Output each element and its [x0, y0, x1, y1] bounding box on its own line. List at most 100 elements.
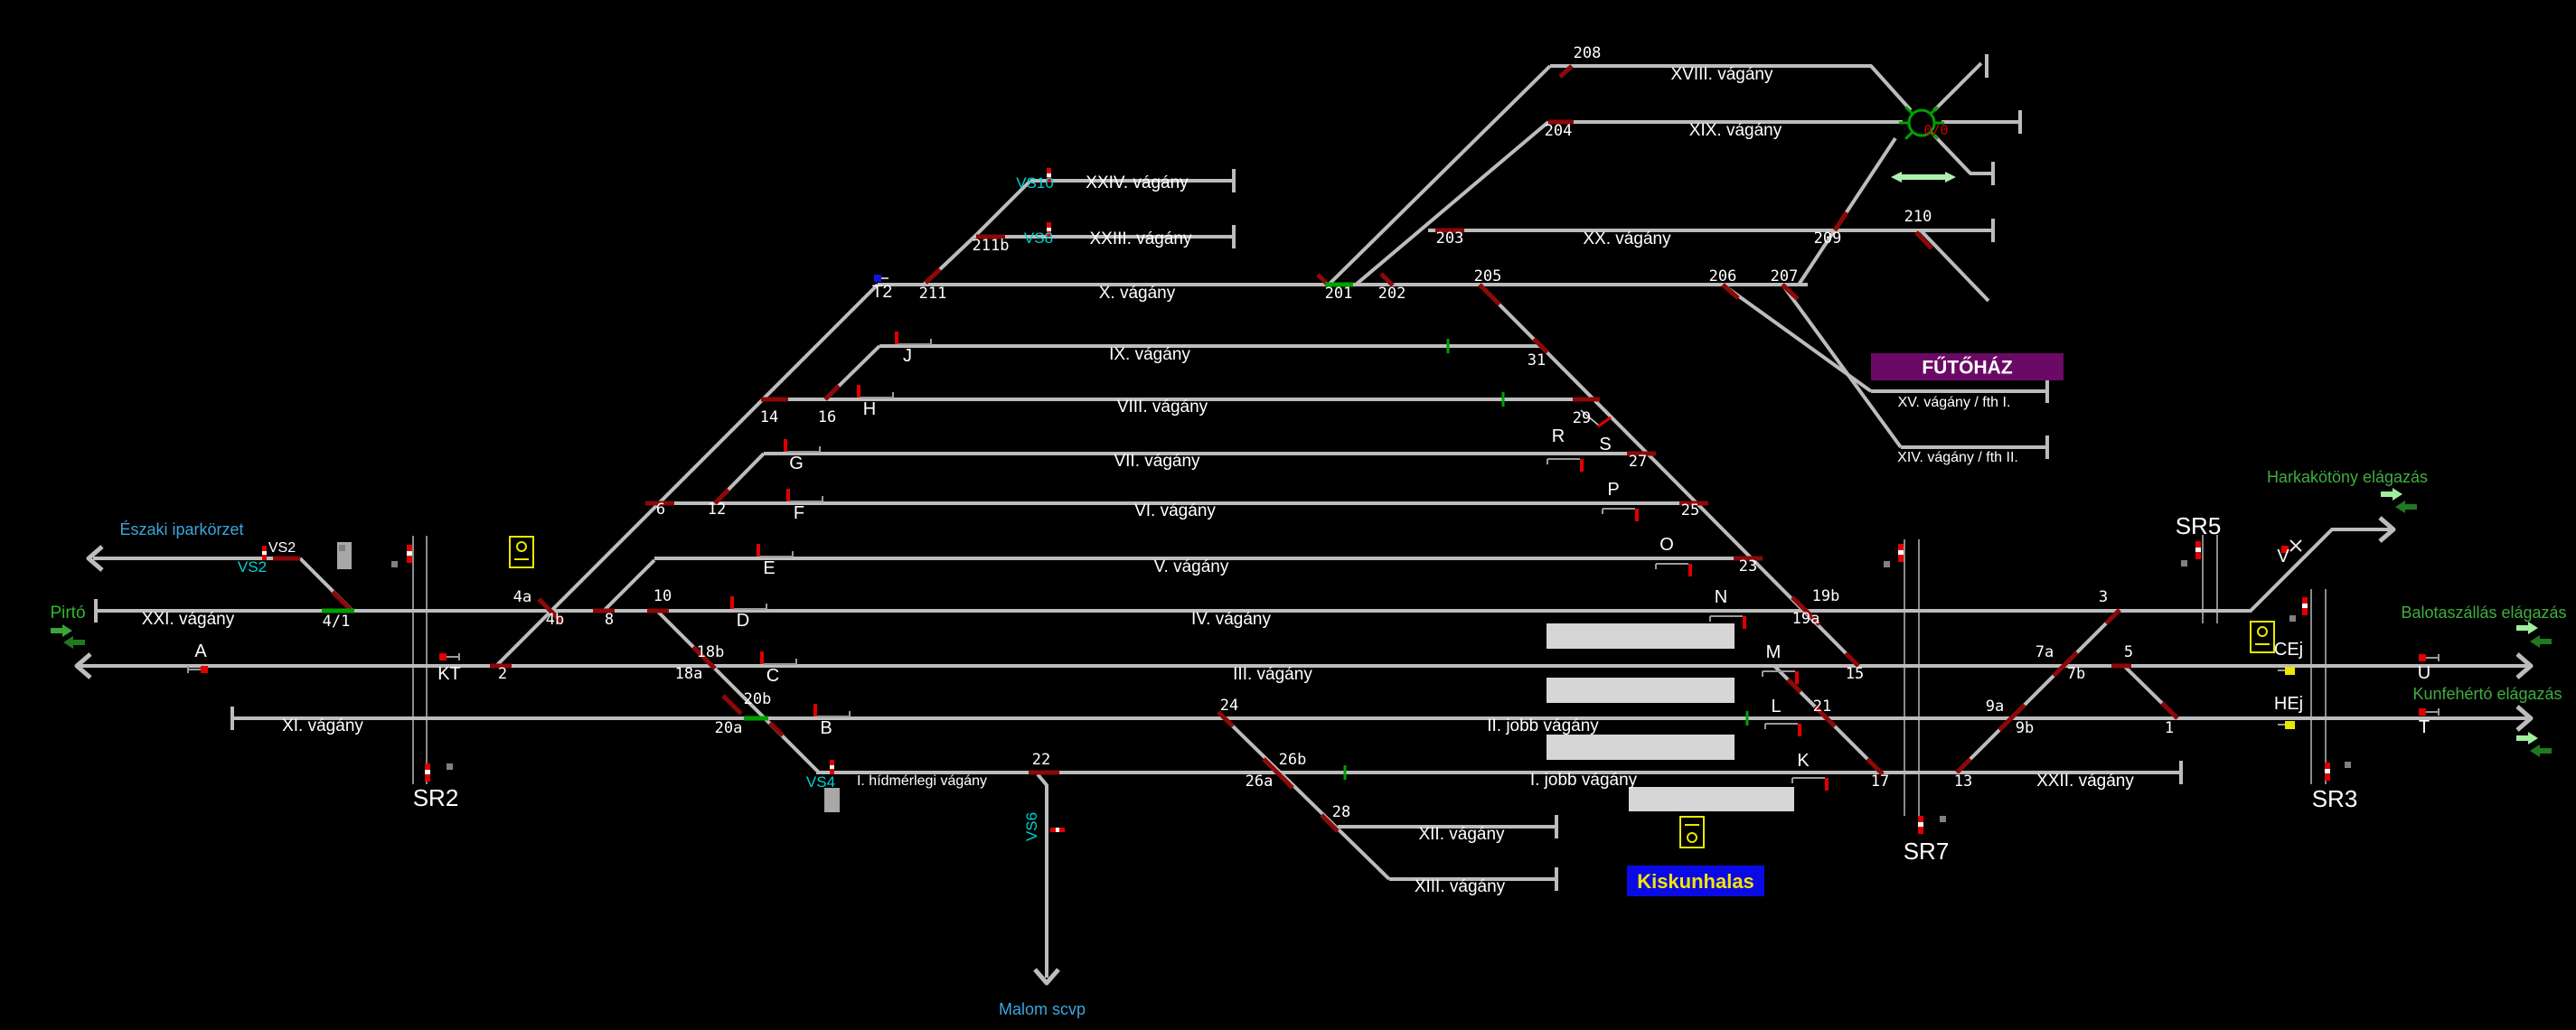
signal-label-HEj[interactable]: HEj: [2274, 694, 2303, 714]
switch-18b[interactable]: 18b: [697, 643, 725, 661]
signal-label-H[interactable]: H: [863, 399, 876, 419]
signal-label-G[interactable]: G: [789, 454, 804, 473]
label-VS4[interactable]: VS4: [806, 773, 835, 791]
signal-SR7[interactable]: [1918, 822, 1923, 827]
signal-VS6[interactable]: [1050, 828, 1056, 832]
switch-211[interactable]: 211: [919, 285, 947, 303]
switch-206[interactable]: 206: [1709, 267, 1737, 286]
signal-VS2[interactable]: [262, 546, 267, 551]
signal-SR3-north[interactable]: [2302, 604, 2308, 608]
switch-16[interactable]: 16: [818, 408, 836, 426]
signal-VS6[interactable]: [1059, 828, 1065, 832]
signal-SR2[interactable]: [425, 774, 430, 782]
signal-label-C[interactable]: C: [766, 666, 779, 686]
signal-VS10[interactable]: [1047, 177, 1051, 183]
turntable-spoke[interactable]: [1929, 130, 1939, 140]
signal-KT[interactable]: [439, 653, 447, 660]
signal-H[interactable]: [857, 385, 860, 398]
switch-17[interactable]: 17: [1871, 772, 1889, 791]
local-control-icon-2[interactable]: [2257, 626, 2268, 637]
switch-13[interactable]: 13: [1954, 772, 1972, 791]
signal-label-O[interactable]: O: [1659, 535, 1674, 555]
switch-20a[interactable]: 20a: [715, 719, 743, 737]
switch-19a[interactable]: 19a: [1792, 610, 1820, 628]
label-VS6[interactable]: VS6: [1023, 812, 1040, 841]
signal-SR3-north[interactable]: [2302, 608, 2308, 615]
switch-208[interactable]: 208: [1574, 44, 1602, 62]
label-VS10[interactable]: VS10: [1016, 174, 1054, 192]
turntable-spoke[interactable]: [1904, 106, 1914, 116]
signal-HEj[interactable]: [2285, 721, 2295, 729]
signal-SR3[interactable]: [2325, 769, 2330, 773]
switch-26b[interactable]: 26b: [1279, 751, 1307, 769]
switch-31[interactable]: 31: [1528, 351, 1546, 370]
signal-A[interactable]: [201, 666, 208, 673]
signal-SR7-north[interactable]: [1898, 550, 1904, 555]
switch-25[interactable]: 25: [1681, 501, 1699, 520]
switch-19b[interactable]: 19b: [1812, 587, 1840, 605]
signal-VS10[interactable]: [1047, 168, 1051, 173]
switch-2[interactable]: 2: [498, 665, 507, 683]
label-VS8[interactable]: VS8: [1024, 229, 1053, 247]
turntable-spoke[interactable]: [1929, 106, 1939, 116]
switch-20b[interactable]: 20b: [744, 690, 772, 708]
switch-12[interactable]: 12: [708, 501, 726, 519]
switch-209[interactable]: 209: [1814, 229, 1842, 248]
signal-VS2[interactable]: [262, 555, 267, 560]
switch-14[interactable]: 14: [760, 408, 778, 426]
switch-29[interactable]: 29: [1573, 409, 1591, 427]
signal-SR5[interactable]: [2195, 552, 2201, 559]
switch-207[interactable]: 207: [1771, 267, 1799, 286]
signal-label-J[interactable]: J: [903, 346, 912, 366]
signal-label-D[interactable]: D: [737, 611, 749, 631]
signal-VS2[interactable]: [262, 551, 267, 555]
switch-210[interactable]: 210: [1904, 208, 1932, 226]
switch-27[interactable]: 27: [1629, 453, 1647, 471]
signal-label-KT[interactable]: KT: [437, 664, 461, 684]
signal-SR2[interactable]: [425, 770, 430, 774]
local-control-icon-2[interactable]: [2250, 621, 2275, 653]
switch-9b[interactable]: 9b: [2016, 719, 2034, 737]
signal-label-CEj[interactable]: CEj: [2274, 640, 2303, 660]
switch-10[interactable]: 10: [653, 587, 672, 605]
signal-SR2-north[interactable]: [407, 545, 412, 551]
signal-label-L[interactable]: L: [1771, 697, 1781, 716]
switch-4-1[interactable]: 4/1: [323, 613, 351, 631]
switch-202[interactable]: 202: [1378, 285, 1406, 303]
signal-label-S[interactable]: S: [1599, 435, 1611, 454]
signal-F[interactable]: [786, 489, 790, 501]
signal-SR2-north[interactable]: [407, 556, 412, 563]
switch-26a[interactable]: 26a: [1246, 772, 1274, 791]
switch-24[interactable]: 24: [1220, 697, 1238, 715]
signal-SR3[interactable]: [2325, 763, 2330, 769]
signal-CEj[interactable]: [2285, 667, 2295, 675]
signal-VS10[interactable]: [1047, 173, 1051, 177]
switch-201[interactable]: 201: [1325, 285, 1353, 303]
signal-J[interactable]: [895, 332, 898, 344]
signal-VS8[interactable]: [1047, 231, 1051, 237]
signal-label-V[interactable]: V: [2277, 547, 2289, 566]
signal-label-F[interactable]: F: [794, 503, 804, 523]
switch-204[interactable]: 204: [1545, 122, 1573, 140]
switch-7b[interactable]: 7b: [2067, 665, 2085, 683]
signal-SR7-north[interactable]: [1898, 544, 1904, 550]
signal-K[interactable]: [1825, 778, 1829, 791]
signal-VS4[interactable]: [830, 760, 834, 765]
switch-8[interactable]: 8: [605, 611, 614, 629]
local-control-icon-3[interactable]: [1687, 832, 1697, 843]
switch-203[interactable]: 203: [1436, 229, 1464, 248]
signal-O[interactable]: [1688, 564, 1692, 576]
signal-VS8[interactable]: [1047, 228, 1051, 231]
signal-E[interactable]: [757, 544, 760, 557]
signal-SR3-north[interactable]: [2302, 597, 2308, 604]
signal-SR7-north[interactable]: [1898, 555, 1904, 562]
switch-6[interactable]: 6: [656, 501, 665, 519]
signal-VS4[interactable]: [830, 765, 834, 769]
signal-SR2[interactable]: [425, 763, 430, 770]
switch-211b[interactable]: 211b: [973, 237, 1010, 255]
switch-9a[interactable]: 9a: [1986, 698, 2004, 716]
switch-4a[interactable]: 4a: [513, 588, 531, 606]
signal-V[interactable]: [2281, 546, 2289, 553]
signal-label-B[interactable]: B: [820, 718, 832, 738]
signal-N[interactable]: [1743, 616, 1746, 629]
